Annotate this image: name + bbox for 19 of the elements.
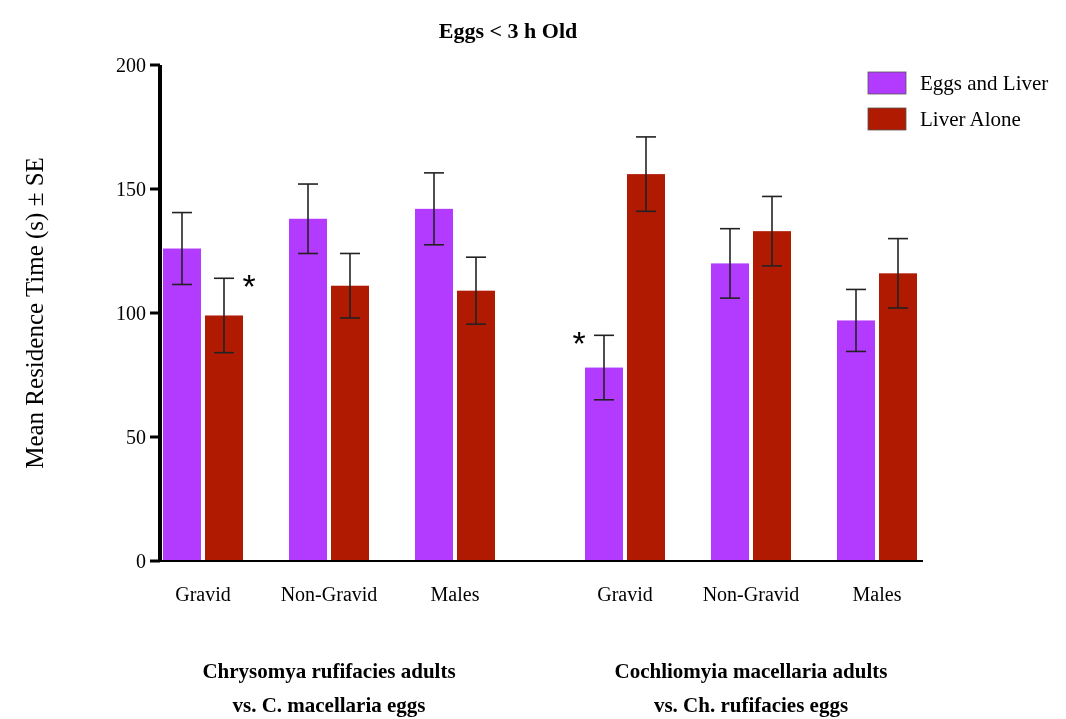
data-label: *	[242, 267, 256, 306]
chart-title: Eggs < 3 h Old	[438, 18, 578, 43]
legend-label: Eggs and Liver	[920, 71, 1049, 96]
x-tick-label: Non-Gravid	[702, 583, 800, 605]
legend-label: Liver Alone	[920, 107, 1021, 132]
y-tick-label: 150	[116, 178, 146, 200]
x-tick-label: Males	[430, 583, 480, 605]
x-tick-label: Gravid	[597, 583, 653, 605]
y-axis-title: Mean Residence Time (s) ± SE	[21, 157, 49, 469]
text: Cochliomyia macellaria adults vs. Ch. rufifacies eggs	[614, 659, 888, 717]
y-tick-label: 0	[136, 550, 146, 572]
x-tick-label: Males	[852, 583, 902, 605]
y-tick-label: 50	[126, 426, 146, 448]
y-tick-label: 100	[116, 302, 146, 324]
x-tick-label: Non-Gravid	[280, 583, 378, 605]
y-tick-label: 200	[116, 54, 146, 76]
data-label: *	[572, 324, 586, 363]
x-tick-label: Gravid	[175, 583, 231, 605]
text: Chrysomya rufifacies adults vs. C. macellaria eggs	[202, 659, 456, 717]
